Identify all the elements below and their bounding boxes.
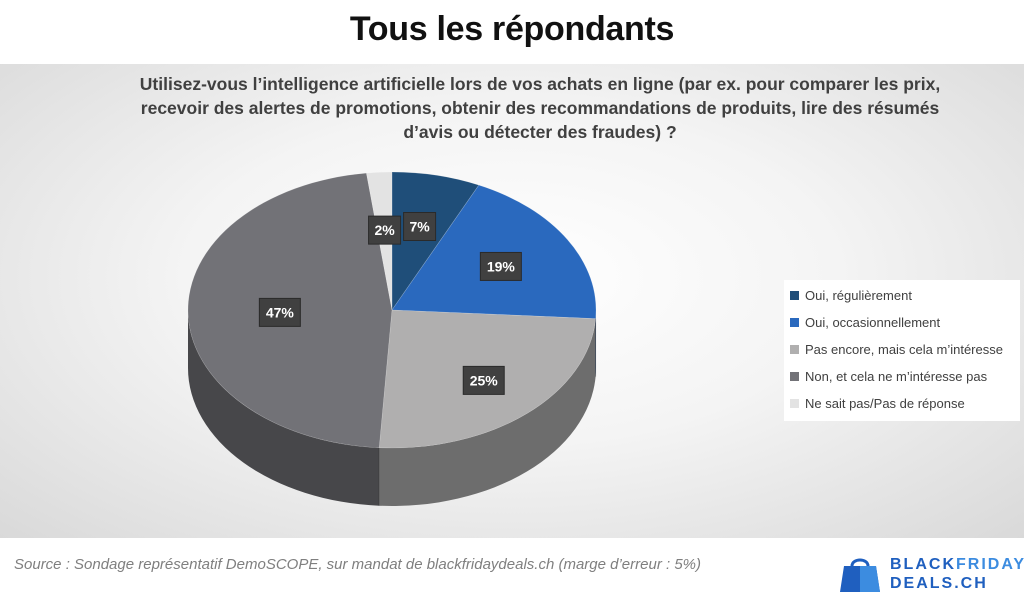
shopping-bag-icon — [840, 558, 880, 592]
brand-name-line1: BLACKFRIDAY — [890, 556, 1024, 574]
brand-logo: BLACKFRIDAY DEALS.CH — [838, 552, 1024, 596]
legend-label: Oui, régulièrement — [805, 288, 912, 303]
chart-title: Utilisez-vous l’intelligence artificiell… — [139, 74, 941, 142]
legend-swatch — [790, 345, 799, 354]
data-label-0: 7% — [409, 219, 430, 235]
chart-legend: Oui, régulièrement Oui, occasionnellemen… — [784, 280, 1020, 421]
page-title: Tous les répondants — [349, 10, 675, 48]
brand-name-friday: FRIDAY — [956, 556, 1024, 573]
legend-item-regulierement: Oui, régulièrement — [784, 282, 1020, 309]
legend-swatch — [790, 372, 799, 381]
source-note: Source : Sondage représentatif DemoSCOPE… — [14, 556, 701, 573]
brand-name-line2: DEALS.CH — [890, 575, 988, 592]
legend-label: Non, et cela ne m’intéresse pas — [805, 369, 988, 384]
brand-name-black: BLACK — [890, 556, 956, 573]
data-label-box-3 — [258, 297, 301, 327]
pie-top-faces — [187, 171, 597, 449]
data-label-3: 47% — [266, 304, 295, 320]
data-label-box-0 — [403, 212, 437, 242]
data-label-box-1 — [479, 251, 522, 281]
legend-swatch — [790, 399, 799, 408]
pie-side-2 — [379, 318, 596, 507]
data-label-box-4 — [368, 215, 402, 245]
pie-data-labels: 7% 19% 25% 47% 2% — [258, 212, 522, 395]
data-label-box-2 — [462, 365, 505, 395]
legend-label: Ne sait pas/Pas de réponse — [805, 396, 965, 411]
pie-side-3 — [188, 310, 380, 506]
legend-item-pas-encore: Pas encore, mais cela m’intéresse — [784, 336, 1020, 363]
legend-swatch — [790, 318, 799, 327]
legend-swatch — [790, 291, 799, 300]
data-label-2: 25% — [470, 372, 499, 388]
pie-slice-1 — [391, 184, 597, 319]
legend-item-ne-sait-pas: Ne sait pas/Pas de réponse — [784, 390, 1020, 417]
pie-side-walls — [188, 310, 597, 507]
legend-label: Oui, occasionnellement — [805, 315, 941, 330]
data-label-1: 19% — [487, 258, 516, 274]
data-label-4: 2% — [374, 222, 395, 238]
legend-item-occasionnellement: Oui, occasionnellement — [784, 309, 1020, 336]
legend-label: Pas encore, mais cela m’intéresse — [805, 342, 1003, 357]
legend-item-non: Non, et cela ne m’intéresse pas — [784, 363, 1020, 390]
